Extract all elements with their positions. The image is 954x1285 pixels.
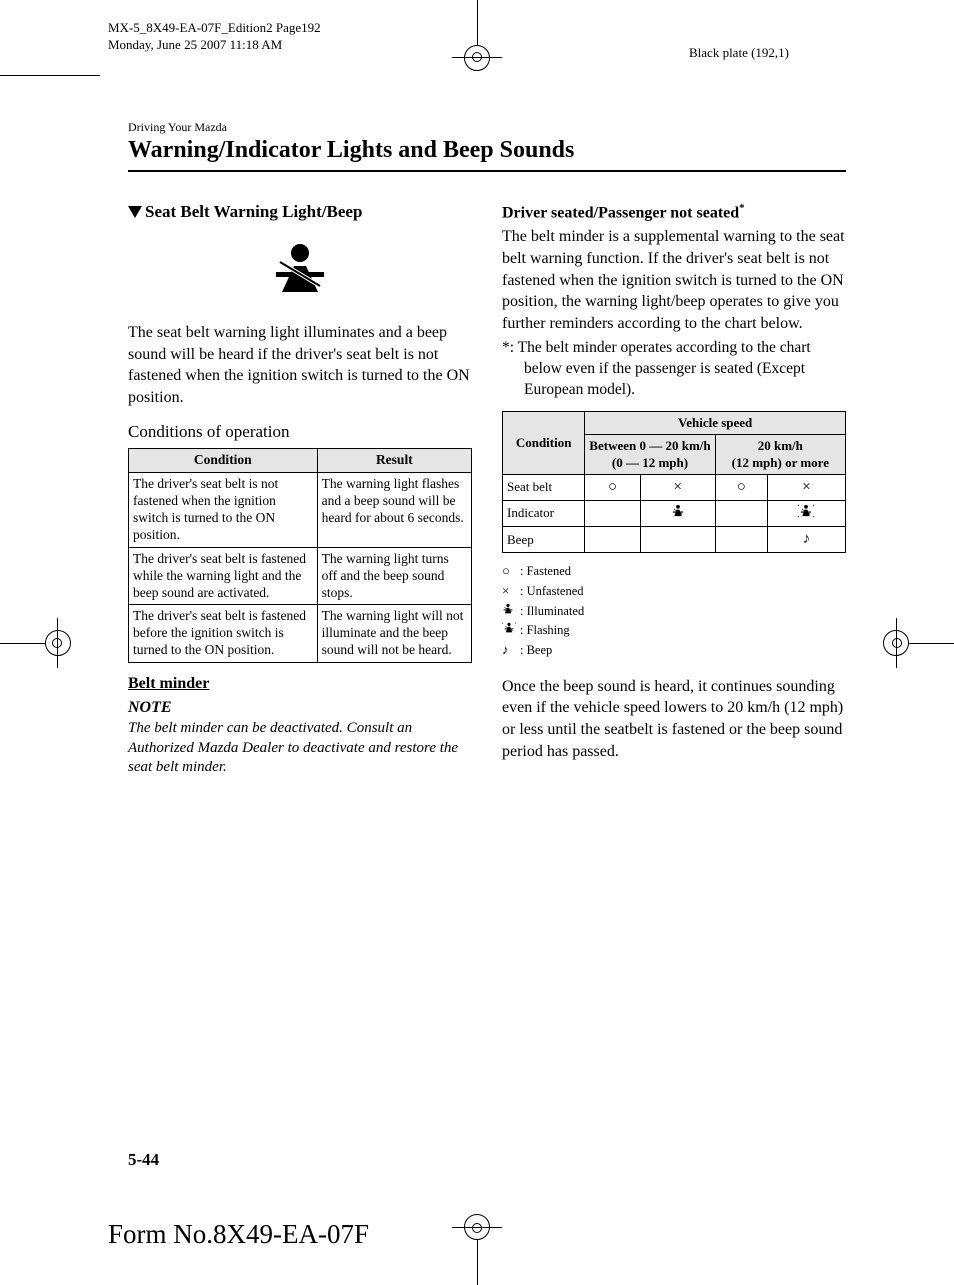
right-intro: The belt minder is a supplemental warnin…	[502, 226, 846, 334]
note-head: NOTE	[128, 699, 472, 717]
legend-unfastened-icon: ×	[502, 581, 520, 601]
page-title: Warning/Indicator Lights and Beep Sounds	[128, 137, 846, 164]
legend-flashing-icon	[502, 620, 520, 640]
table-row: The driver's seat belt is fastened befor…	[129, 605, 472, 663]
legend-illuminated-icon	[502, 601, 520, 621]
intro-text: The seat belt warning light illuminates …	[128, 322, 472, 408]
legend-beep-icon: ♪	[502, 640, 520, 660]
meta-line1: MX-5_8X49-EA-07F_Edition2 Page192	[108, 20, 321, 37]
table-row: Beep ♪	[503, 527, 846, 553]
th-col1: Between 0 ― 20 km/h(0 ― 12 mph)	[585, 435, 715, 475]
seatbelt-small-icon	[671, 504, 685, 518]
table-row: The driver's seat belt is fastened while…	[129, 547, 472, 605]
speed-table: Condition Vehicle speed Between 0 ― 20 k…	[502, 411, 846, 553]
legend-fastened-icon: ○	[502, 561, 520, 581]
th-speed: Vehicle speed	[585, 412, 846, 435]
footnote: *: The belt minder operates according to…	[502, 338, 846, 401]
seatbelt-subhead: Seat Belt Warning Light/Beep	[128, 202, 472, 222]
th-condition: Condition	[503, 412, 585, 475]
table-row: Indicator	[503, 500, 846, 527]
black-plate: Black plate (192,1)	[689, 45, 789, 61]
table-row: The driver's seat belt is not fastened w…	[129, 473, 472, 548]
seatbelt-icon	[270, 240, 330, 298]
conditions-table: Condition Result The driver's seat belt …	[128, 448, 472, 663]
doc-meta: MX-5_8X49-EA-07F_Edition2 Page192 Monday…	[108, 20, 321, 54]
th-col2: 20 km/h(12 mph) or more	[715, 435, 845, 475]
closing-text: Once the beep sound is heard, it continu…	[502, 676, 846, 762]
legend: ○: Fastened ×: Unfastened : Illuminated …	[502, 561, 846, 660]
th-result: Result	[317, 449, 471, 473]
triangle-icon	[128, 206, 142, 218]
belt-minder-head: Belt minder	[128, 675, 472, 693]
table-row: Seat belt ○ × ○ ×	[503, 474, 846, 500]
conditions-title: Conditions of operation	[128, 422, 472, 442]
note-text: The belt minder can be deactivated. Cons…	[128, 719, 472, 778]
page-number: 5-44	[128, 1150, 159, 1170]
th-condition: Condition	[129, 449, 318, 473]
title-rule	[128, 170, 846, 172]
meta-line2: Monday, June 25 2007 11:18 AM	[108, 37, 321, 54]
right-head: Driver seated/Passenger not seated*	[502, 202, 846, 222]
form-number: Form No.8X49-EA-07F	[108, 1219, 369, 1250]
seatbelt-flash-icon	[798, 504, 814, 518]
section-label: Driving Your Mazda	[128, 120, 846, 135]
